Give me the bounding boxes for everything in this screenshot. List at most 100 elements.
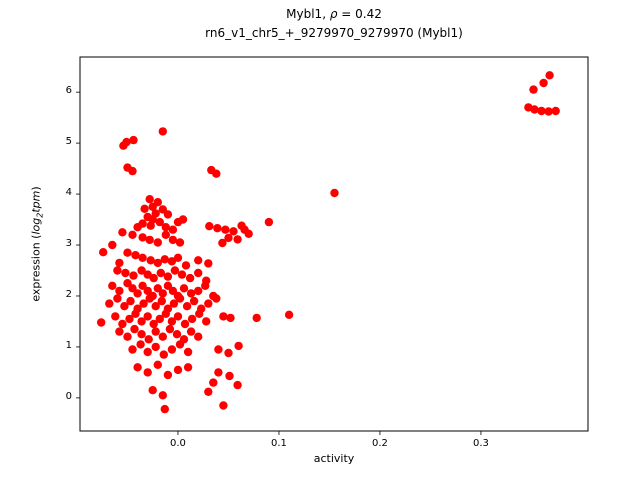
scatter-point — [115, 327, 124, 336]
scatter-point — [212, 294, 221, 303]
scatter-point — [137, 317, 146, 326]
scatter-point — [133, 223, 142, 232]
scatter-point — [224, 348, 233, 358]
scatter-point — [123, 248, 132, 257]
scatter-point — [194, 268, 203, 278]
scatter-point — [221, 225, 230, 234]
scatter-point — [145, 235, 154, 245]
scatter-point — [137, 266, 146, 275]
scatter-point — [115, 286, 124, 296]
y-tick-label: 5 — [65, 136, 72, 148]
scatter-point — [111, 312, 120, 321]
y-tick-label: 2 — [65, 288, 72, 300]
scatter-point — [204, 299, 213, 308]
scatter-point — [125, 314, 134, 324]
scatter-point — [133, 289, 142, 298]
scatter-point — [204, 259, 213, 268]
scatter-point — [161, 309, 170, 318]
scatter-point — [148, 386, 157, 395]
scatter-point — [137, 330, 146, 339]
scatter-point — [123, 332, 132, 341]
scatter-point — [145, 294, 154, 303]
scatter-point — [214, 345, 223, 354]
scatter-point — [126, 296, 135, 306]
scatter-point — [113, 294, 122, 303]
scatter-point — [169, 299, 179, 308]
scatter-point — [194, 332, 203, 341]
scatter-point — [153, 258, 162, 268]
scatter-point — [115, 258, 124, 268]
scatter-point — [97, 318, 106, 327]
y-tick-label: 3 — [65, 238, 72, 250]
scatter-point — [139, 299, 148, 308]
scatter-point — [158, 127, 167, 136]
scatter-point — [161, 223, 170, 232]
scatter-point — [179, 284, 189, 293]
scatter-point — [149, 319, 158, 329]
scatter-point — [233, 380, 242, 390]
scatter-point — [108, 240, 117, 250]
scatter-point — [177, 270, 187, 279]
scatter-point — [233, 235, 242, 244]
scatter-point — [186, 289, 196, 298]
axes-frame — [79, 56, 589, 432]
scatter-point — [167, 257, 177, 266]
scatter-point — [284, 310, 294, 319]
y-tick-label: 0 — [65, 390, 72, 402]
scatter-point — [189, 296, 199, 306]
scatter-point — [168, 225, 178, 234]
y-tick-label: 6 — [65, 85, 72, 97]
scatter-point — [218, 238, 227, 248]
scatter-point — [545, 71, 554, 80]
scatter-point — [159, 350, 168, 359]
scatter-point — [224, 233, 233, 243]
y-axis-label-subscript: 2 — [35, 212, 45, 218]
scatter-point — [244, 229, 253, 238]
y-axis-label-log: log — [29, 217, 43, 235]
scatter-point — [161, 230, 170, 239]
scatter-point — [229, 227, 238, 236]
scatter-point — [551, 106, 560, 116]
scatter-point — [175, 340, 185, 349]
scatter-point — [155, 217, 164, 227]
scatter-point — [151, 327, 160, 336]
scatter-point — [148, 202, 157, 211]
scatter-point — [143, 368, 152, 377]
x-tick-label: 0.0 — [170, 438, 186, 449]
scatter-point — [119, 141, 128, 150]
scatter-point — [118, 228, 127, 237]
scatter-point — [128, 284, 137, 293]
scatter-point — [194, 256, 203, 265]
scatter-point — [113, 266, 122, 275]
scatter-point — [151, 342, 160, 352]
scatter-point — [163, 370, 173, 380]
scatter-point — [252, 313, 261, 323]
scatter-point — [149, 273, 158, 283]
scatter-point — [157, 296, 166, 306]
y-tick-label: 4 — [65, 187, 72, 199]
scatter-point — [214, 368, 223, 377]
scatter-point — [138, 281, 147, 290]
scatter-point — [155, 314, 164, 324]
scatter-point — [128, 345, 137, 354]
scatter-point — [234, 341, 243, 351]
scatter-point — [183, 363, 193, 372]
scatter-point — [129, 135, 138, 145]
scatter-point — [183, 347, 193, 357]
scatter-point — [145, 195, 154, 204]
scatter-point — [205, 222, 214, 231]
scatter-point — [170, 266, 180, 275]
rho-symbol: ρ — [329, 7, 338, 21]
plot-subtitle: rn6_v1_chr5_+_9279970_9279970 (Mybl1) — [205, 26, 463, 40]
scatter-point — [153, 360, 162, 369]
scatter-point — [195, 309, 204, 318]
scatter-point — [186, 327, 196, 336]
scatter-point — [204, 387, 213, 396]
scatter-point — [167, 345, 177, 354]
scatter-point — [529, 85, 538, 94]
x-tick-label: 0.1 — [271, 438, 287, 449]
plot-title-gene: Mybl1, — [286, 7, 330, 21]
scatter-point — [173, 365, 183, 375]
scatter-point — [131, 309, 140, 318]
